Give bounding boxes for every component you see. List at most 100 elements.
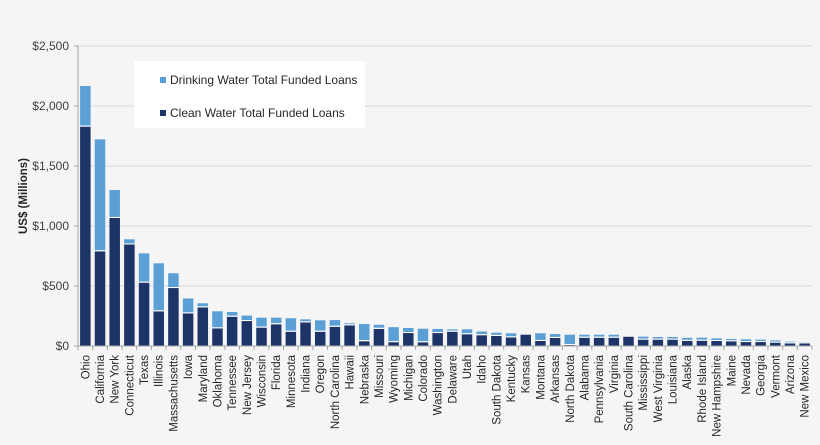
bar-segment-clean-water	[344, 325, 355, 346]
bar-segment-clean-water	[755, 342, 766, 346]
x-tick-label: Rhode Island	[697, 355, 709, 423]
bar-south-carolina	[623, 335, 634, 346]
bar-segment-clean-water	[300, 322, 311, 346]
bar-segment-drinking-water	[564, 334, 576, 345]
bar-segment-drinking-water	[403, 328, 414, 333]
legend: Drinking Water Total Funded Loans Clean …	[134, 61, 365, 128]
y-axis-label: US$ (Millions)	[18, 158, 30, 234]
bar-virginia	[608, 334, 620, 346]
bar-ohio	[80, 85, 91, 346]
x-tick-label: Kansas	[521, 355, 533, 394]
bar-segment-drinking-water	[696, 337, 708, 340]
bar-montana	[535, 333, 546, 346]
bar-rhode-island	[696, 337, 708, 346]
bar-alabama	[579, 334, 590, 346]
bar-california	[94, 139, 106, 346]
bar-segment-drinking-water	[124, 239, 135, 244]
bar-minnesota	[285, 318, 297, 346]
bar-west-virginia	[652, 337, 664, 346]
bar-segment-clean-water	[770, 342, 781, 346]
x-tick-label: Wisconsin	[257, 355, 269, 407]
x-tick-label: Alaska	[682, 354, 694, 389]
x-tick-label: Arkansas	[550, 355, 562, 403]
bar-maine	[726, 339, 737, 346]
bar-segment-drinking-water	[652, 337, 664, 339]
bar-indiana	[300, 319, 311, 346]
bar-north-carolina	[329, 320, 341, 346]
legend-item-clean-water: Clean Water Total Funded Loans	[160, 106, 345, 120]
bar-michigan	[403, 328, 414, 346]
bar-vermont	[770, 340, 781, 346]
bar-segment-clean-water	[226, 316, 238, 346]
bar-illinois	[153, 263, 164, 346]
bar-segment-drinking-water	[359, 324, 370, 341]
x-tick-label: Idaho	[477, 355, 489, 384]
bar-georgia	[755, 339, 766, 346]
x-tick-label: Connecticut	[124, 354, 136, 416]
bar-segment-drinking-water	[241, 315, 253, 321]
bar-segment-clean-water	[520, 334, 531, 346]
bar-wyoming	[388, 327, 399, 346]
bar-south-dakota	[491, 332, 502, 346]
x-tick-label: Vermont	[770, 354, 782, 398]
bar-washington	[432, 328, 443, 346]
bar-segment-drinking-water	[593, 334, 605, 337]
bar-segment-drinking-water	[726, 339, 737, 341]
bar-oklahoma	[212, 311, 223, 346]
bar-segment-clean-water	[138, 282, 150, 346]
y-tick-label: $1,500	[32, 159, 69, 173]
bar-segment-clean-water	[124, 244, 135, 346]
bar-segment-drinking-water	[373, 324, 385, 328]
x-tick-label: Alabama	[579, 354, 591, 400]
bar-louisiana	[667, 337, 678, 346]
bar-segment-clean-water	[109, 217, 120, 346]
bar-segment-drinking-water	[681, 337, 693, 340]
bar-segment-clean-water	[696, 340, 708, 346]
x-tick-label: Oklahoma	[212, 354, 224, 407]
bar-alaska	[681, 337, 693, 346]
bar-segment-drinking-water	[212, 311, 223, 328]
x-tick-label: California	[95, 354, 107, 403]
bar-segment-clean-water	[784, 343, 796, 346]
x-tick-label: Wyoming	[389, 355, 401, 403]
bar-kansas	[520, 334, 531, 346]
bar-segment-drinking-water	[80, 85, 91, 126]
bar-new-york	[109, 190, 120, 346]
x-tick-label: Texas	[139, 355, 151, 385]
x-tick-label: Hawaii	[345, 355, 357, 390]
bar-segment-clean-water	[432, 333, 443, 346]
bar-segment-clean-water	[270, 324, 282, 346]
bar-segment-clean-water	[197, 307, 209, 346]
x-tick-label: Washington	[433, 355, 445, 415]
bar-iowa	[182, 298, 194, 346]
x-tick-label: Oregon	[315, 355, 327, 393]
bar-segment-drinking-water	[770, 340, 781, 342]
bar-utah	[461, 329, 473, 346]
x-tick-label: New York	[110, 355, 122, 404]
bar-tennessee	[226, 312, 238, 346]
bar-segment-clean-water	[168, 288, 179, 346]
x-tick-label: Virginia	[609, 354, 621, 393]
bar-segment-drinking-water	[579, 334, 590, 337]
bar-segment-drinking-water	[182, 298, 194, 313]
bar-colorado	[417, 328, 429, 346]
x-tick-label: South Dakota	[491, 354, 503, 424]
bar-segment-drinking-water	[476, 331, 487, 335]
y-axis: $0 $500 $1,000 $1,500 $2,000 $2,500	[32, 39, 79, 353]
x-tick-label: North Carolina	[330, 354, 342, 429]
bar-segment-clean-water	[388, 342, 399, 346]
bar-wisconsin	[256, 317, 267, 346]
bar-segment-drinking-water	[505, 333, 517, 337]
y-tick-label: $2,500	[32, 39, 69, 53]
bar-segment-drinking-water	[740, 339, 752, 342]
bar-segment-clean-water	[579, 337, 590, 346]
bar-hawaii	[344, 323, 355, 346]
x-tick-label: Minnesota	[286, 354, 298, 408]
bar-massachusetts	[168, 273, 179, 346]
bar-segment-drinking-water	[344, 323, 355, 325]
bar-segment-clean-water	[373, 328, 385, 346]
bar-segment-clean-water	[329, 326, 341, 346]
bar-delaware	[447, 329, 458, 346]
legend-swatch-drinking-water	[160, 77, 166, 83]
bar-segment-drinking-water	[447, 329, 458, 331]
